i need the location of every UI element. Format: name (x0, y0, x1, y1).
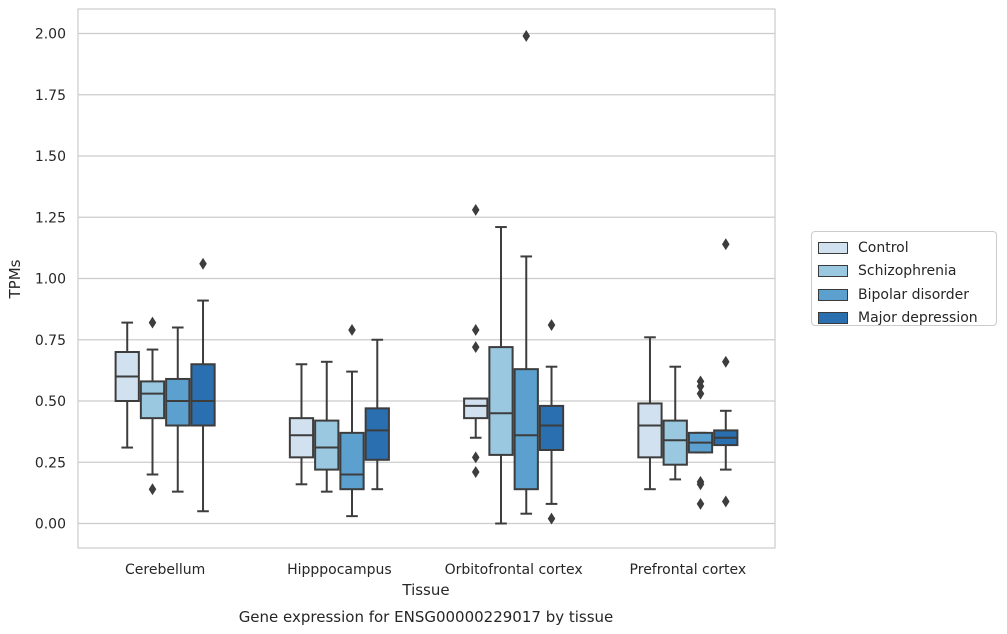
box-prefrontal-cortex-major-depression (713, 238, 739, 508)
y-tick-label: 2.00 (35, 27, 66, 43)
box-prefrontal-cortex-control (637, 336, 663, 491)
outlier-point (522, 30, 531, 42)
outlier-point (721, 495, 730, 508)
box-orbitofrontal-cortex-control (463, 203, 489, 478)
legend-item-bipolar-disorder: Bipolar disorder (818, 283, 996, 307)
box-iqr (538, 404, 565, 451)
legend-label-major-depression: Major depression (858, 310, 978, 327)
box-iqr (288, 417, 315, 459)
outlier-point (471, 341, 480, 354)
x-tick-label: Orbitofrontal cortex (445, 562, 583, 578)
x-tick-label: Prefrontal cortex (630, 562, 747, 578)
outlier-point (721, 238, 730, 251)
legend-item-major-depression: Major depression (818, 307, 996, 331)
box-cerebellum-major-depression (190, 257, 216, 513)
y-tick-labels: 0.00 0.25 0.50 0.75 1.00 1.25 1.50 1.75 2.00 (35, 27, 66, 533)
plot-frame (77, 8, 776, 549)
chart-caption: Gene expression for ENSG00000229017 by t… (239, 608, 614, 626)
outlier-point (471, 451, 480, 464)
legend: Control Schizophrenia Bipolar disorder M… (811, 231, 997, 326)
x-tick-label: Hipppocampus (287, 562, 392, 578)
box-prefrontal-cortex-bipolar-disorder (687, 375, 714, 510)
y-axis-label: TPMs (6, 259, 24, 299)
outlier-point (696, 478, 705, 491)
box-cerebellum-schizophrenia (139, 316, 166, 496)
box-orbitofrontal-cortex-schizophrenia (488, 226, 514, 525)
legend-item-control: Control (818, 236, 996, 260)
box-hipppocampus-bipolar-disorder (339, 324, 365, 518)
box-iqr (364, 407, 390, 461)
box-orbitofrontal-cortex-bipolar-disorder (513, 30, 539, 515)
outlier-point (471, 324, 480, 336)
box-cerebellum-bipolar-disorder (165, 326, 191, 493)
box-iqr (637, 402, 663, 459)
outlier-point (547, 512, 556, 525)
boxes (114, 30, 739, 525)
y-tick-label: 1.75 (35, 88, 66, 104)
box-iqr (190, 363, 216, 427)
legend-swatch-bipolar-disorder (818, 288, 848, 301)
box-iqr (165, 377, 191, 427)
y-tick-label: 0.75 (35, 333, 66, 349)
box-cerebellum-control (114, 321, 140, 449)
legend-swatch-schizophrenia (818, 265, 848, 278)
y-tick-label: 1.50 (35, 149, 66, 165)
box-iqr (463, 397, 489, 420)
outlier-point (471, 466, 480, 478)
legend-label-control: Control (858, 239, 909, 256)
box-iqr (662, 419, 688, 466)
legend-swatch-major-depression (818, 312, 848, 325)
box-hipppocampus-control (288, 363, 315, 486)
box-prefrontal-cortex-schizophrenia (662, 365, 688, 481)
outlier-point (148, 483, 157, 496)
outlier-point (471, 203, 480, 216)
legend-item-schizophrenia: Schizophrenia (818, 260, 996, 284)
x-tick-label: Cerebellum (125, 562, 205, 578)
outlier-point (199, 257, 207, 270)
x-tick-labels: Cerebellum Hipppocampus Orbitofrontal cort… (125, 562, 746, 578)
y-tick-label: 1.25 (35, 210, 66, 226)
outlier-point (148, 316, 157, 329)
y-tick-label: 0.00 (35, 517, 66, 533)
box-iqr (139, 380, 166, 420)
box-orbitofrontal-cortex-major-depression (538, 319, 565, 525)
outlier-point (696, 497, 705, 510)
box-iqr (513, 368, 539, 491)
outlier-point (348, 324, 356, 336)
box-iqr (488, 346, 514, 456)
y-tick-label: 1.00 (35, 272, 66, 288)
box-iqr (339, 431, 365, 491)
y-tick-label: 0.50 (35, 394, 66, 410)
outlier-point (721, 355, 730, 368)
legend-swatch-control (818, 241, 848, 254)
legend-label-bipolar-disorder: Bipolar disorder (858, 286, 970, 303)
legend-label-schizophrenia: Schizophrenia (858, 263, 957, 280)
outlier-point (547, 319, 556, 331)
box-hipppocampus-schizophrenia (314, 360, 340, 493)
outlier-point (696, 387, 705, 400)
box-iqr (314, 419, 340, 471)
x-axis-label: Tissue (401, 581, 449, 599)
box-hipppocampus-major-depression (364, 338, 390, 491)
y-tick-label: 0.25 (35, 455, 66, 471)
